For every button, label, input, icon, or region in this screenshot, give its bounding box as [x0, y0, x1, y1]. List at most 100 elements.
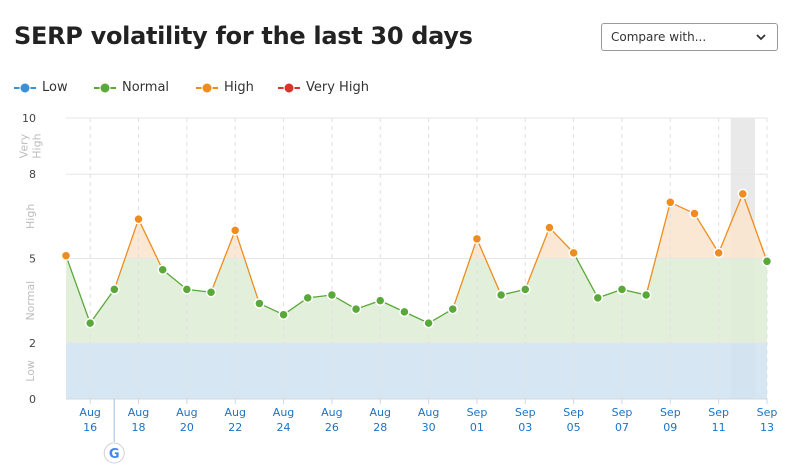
x-tick-label-month: Aug: [418, 406, 439, 419]
series-line-segment: [452, 238, 478, 310]
data-point: [761, 256, 773, 267]
zone-label-very-high: Very High: [18, 133, 44, 158]
x-tick-label-day: 18: [132, 421, 146, 434]
data-point: [302, 292, 313, 304]
series-line-segment: [476, 238, 502, 296]
zone-label-word: Normal: [24, 281, 37, 321]
x-tick-label-day: 28: [373, 421, 387, 434]
x-tick-label-month: Aug: [369, 406, 390, 419]
legend-swatch-high: [196, 82, 218, 94]
data-point: [520, 284, 531, 295]
legend-swatch-very-high: [278, 82, 300, 94]
x-tick-label-month: Aug: [321, 406, 342, 419]
data-point: [278, 309, 289, 320]
zone-band-very-high: [66, 118, 767, 174]
data-point: [374, 295, 386, 306]
x-tick-label-day: 11: [712, 421, 726, 434]
x-tick-label-day: 03: [518, 421, 532, 434]
google-g-glyph: G: [109, 447, 120, 462]
zone-label-word: High: [31, 133, 44, 158]
x-tick-label-month: Aug: [176, 406, 197, 419]
data-point: [737, 188, 749, 200]
x-tick-label-day: 07: [615, 421, 629, 434]
data-point: [229, 225, 241, 236]
x-tick-label-day: 13: [760, 421, 774, 434]
x-tick-label-day: 30: [422, 421, 436, 434]
series-line-segment: [548, 227, 575, 254]
y-tick-label-2: 2: [29, 337, 36, 350]
x-tick-label-month: Sep: [515, 406, 536, 419]
zone-label-low: Low: [24, 360, 37, 382]
data-point: [640, 289, 652, 301]
x-tick-label-month: Sep: [757, 406, 778, 419]
zone-band-low: [66, 342, 767, 399]
legend-swatch-normal: [94, 82, 116, 94]
y-tick-label-10: 10: [22, 112, 36, 125]
x-tick-label-month: Sep: [563, 406, 584, 419]
data-point: [326, 289, 338, 301]
x-tick-label-day: 09: [663, 421, 677, 434]
y-tick-label-8: 8: [29, 168, 36, 181]
data-point: [205, 286, 217, 298]
data-point: [495, 289, 507, 301]
legend-label-high: High: [224, 80, 254, 95]
series-line-segment: [693, 213, 720, 254]
data-point: [665, 197, 676, 208]
x-tick-label-month: Sep: [660, 406, 681, 419]
legend-label-very-high: Very High: [306, 80, 369, 95]
data-point: [471, 233, 483, 245]
x-tick-label-day: 24: [277, 421, 291, 434]
legend-label-low: Low: [42, 80, 68, 95]
data-point: [713, 247, 724, 259]
x-tick-label-month: Aug: [273, 406, 294, 419]
x-tick-label-month: Aug: [79, 406, 100, 419]
series-line-segment: [524, 227, 551, 290]
data-point: [60, 250, 72, 261]
data-point: [616, 284, 628, 295]
zone-label-high: High: [24, 204, 37, 229]
data-point: [399, 306, 410, 318]
data-point: [447, 303, 459, 315]
data-point: [350, 303, 362, 315]
zone-label-word: High: [24, 204, 37, 229]
data-point: [689, 208, 700, 219]
y-tick-label-5: 5: [29, 253, 36, 266]
x-tick-label-day: 26: [325, 421, 339, 434]
compare-with-dropdown[interactable]: Compare with...: [601, 23, 778, 51]
zone-band-high: [66, 193, 767, 259]
data-point: [423, 317, 434, 329]
x-tick-label-month: Aug: [128, 406, 149, 419]
x-tick-label-day: 01: [470, 421, 484, 434]
x-tick-label-day: 20: [180, 421, 194, 434]
data-point: [568, 247, 579, 259]
x-tick-label-month: Sep: [612, 406, 633, 419]
data-point: [84, 317, 96, 329]
series-line-segment: [210, 230, 236, 293]
page-title: SERP volatility for the last 30 days: [14, 22, 473, 50]
x-tick-label-day: 22: [228, 421, 242, 434]
chevron-down-icon: [756, 34, 766, 41]
data-point: [181, 284, 193, 295]
series-line-segment: [137, 218, 164, 271]
x-tick-label-month: Aug: [224, 406, 245, 419]
series-line-segment: [234, 230, 260, 304]
zone-label-normal: Normal: [24, 281, 37, 321]
series-line-segment: [718, 193, 744, 254]
series-line-segment: [645, 202, 671, 296]
data-point: [544, 222, 555, 233]
y-tick-label-0: 0: [29, 393, 36, 406]
x-tick-label-month: Sep: [467, 406, 488, 419]
legend-swatch-low: [14, 82, 36, 94]
series-line-segment: [742, 193, 768, 262]
zone-label-word: Low: [24, 360, 37, 382]
series-line-segment: [113, 218, 140, 290]
data-point: [109, 284, 120, 295]
legend-label-normal: Normal: [122, 80, 170, 95]
zone-band-normal: [66, 258, 767, 343]
series-line-segment: [65, 255, 91, 324]
x-tick-label-day: 05: [567, 421, 581, 434]
series-line-segment: [573, 252, 599, 299]
google-g-icon: [103, 442, 125, 464]
data-point: [254, 298, 265, 309]
